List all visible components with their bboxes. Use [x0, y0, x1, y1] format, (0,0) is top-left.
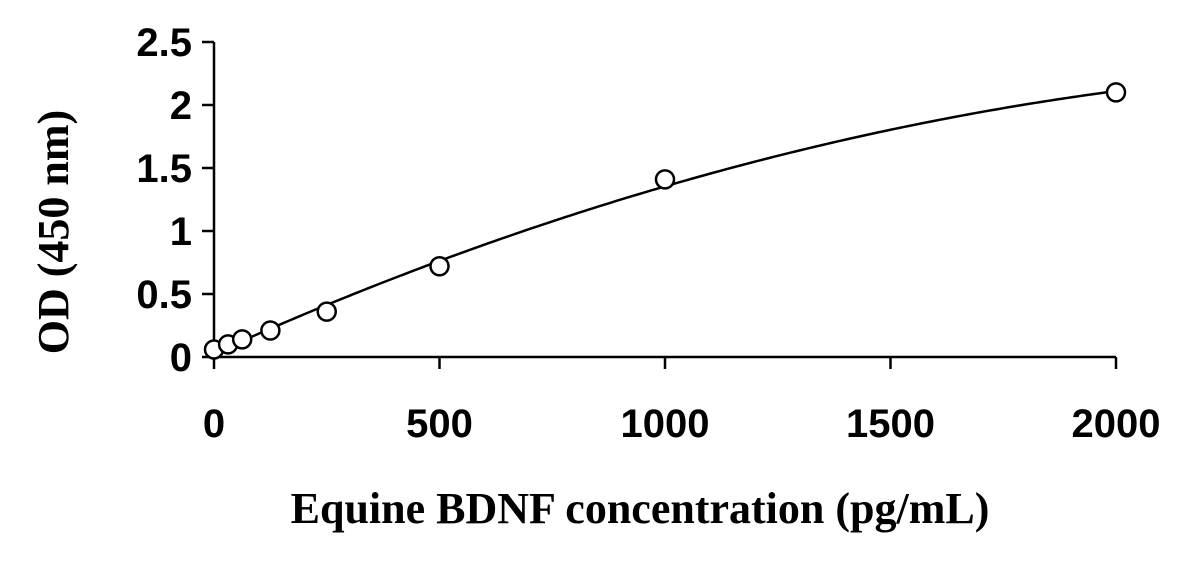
data-point [654, 169, 676, 190]
data-point [429, 256, 450, 277]
y-axis-title: OD (450 nm) [29, 110, 78, 354]
data-point [1105, 82, 1127, 103]
y-tick-label: 1.5 [136, 147, 192, 191]
data-point [316, 301, 337, 322]
x-tick-label: 1000 [621, 402, 710, 446]
plot-area: 0 0.5 1 1.5 2 2.5 0 500 1000 1500 2000 [136, 21, 1160, 446]
y-tick-label: 0 [170, 336, 192, 380]
y-tick-label: 0.5 [136, 273, 192, 317]
y-tick-label: 1 [170, 210, 192, 254]
y-tick-label: 2.5 [136, 21, 192, 65]
x-axis-title: Equine BDNF concentration (pg/mL) [291, 484, 990, 533]
data-point [260, 320, 281, 341]
x-tick-label: 1500 [846, 402, 935, 446]
y-tick-label: 2 [170, 84, 192, 128]
data-point [231, 329, 253, 350]
x-tick-label: 2000 [1072, 402, 1161, 446]
x-tick-label: 0 [203, 402, 225, 446]
x-tick-label: 500 [406, 402, 473, 446]
fit-curve [213, 89, 1117, 355]
